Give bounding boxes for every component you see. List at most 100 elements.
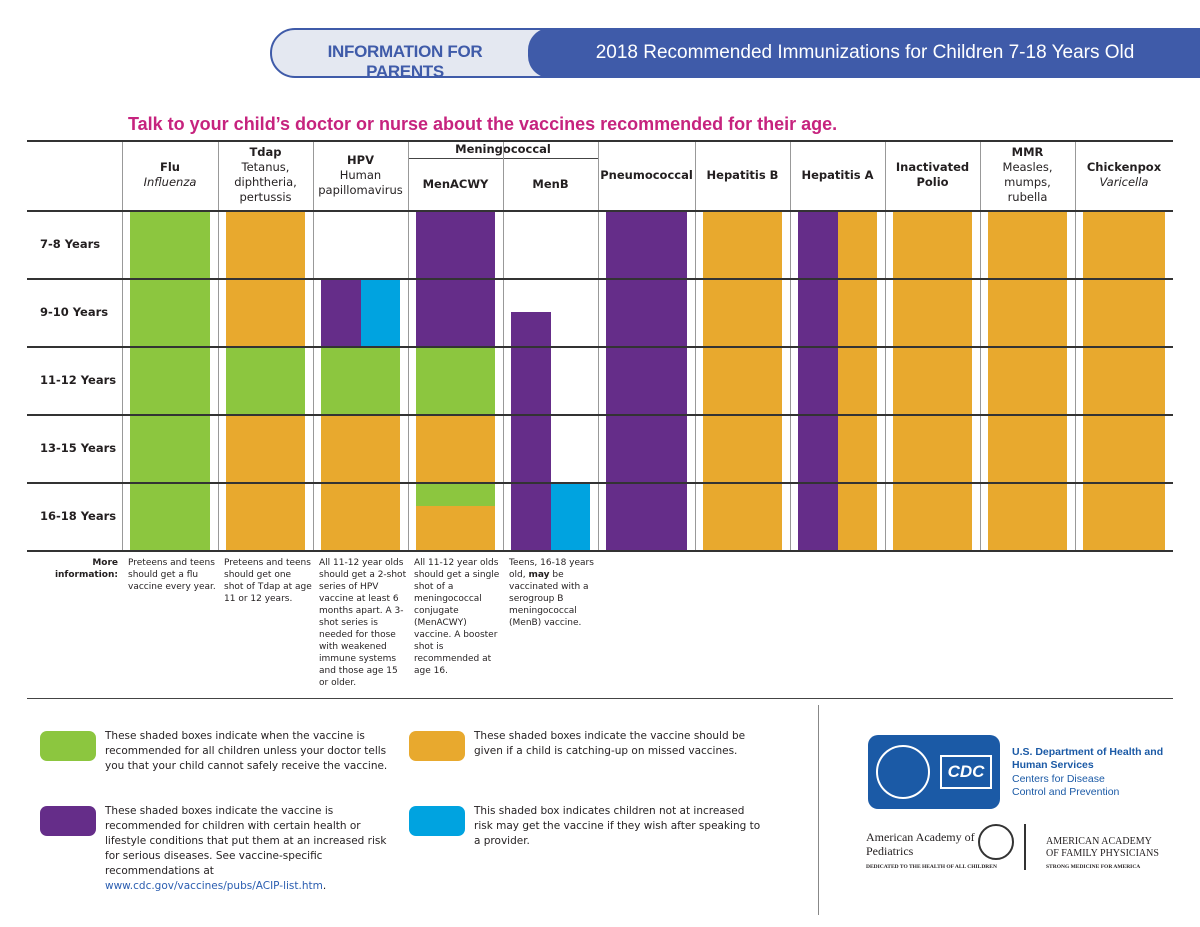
column-name: Inactivated Polio (895, 160, 970, 189)
shaded-box (360, 278, 400, 346)
shaded-box (606, 210, 687, 550)
shaded-box (511, 312, 551, 550)
row-label: 13-15 Years (40, 441, 117, 455)
row-label: 11-12 Years (40, 373, 117, 387)
note: All 11-12 year olds should get a single … (414, 557, 502, 677)
legend-swatch (40, 731, 96, 761)
subtitle: Talk to your child’s doctor or nurse abo… (128, 114, 838, 134)
row-line (27, 210, 1173, 212)
legend-text: These shaded boxes indicate the vaccine … (105, 804, 395, 894)
hhs-seal (876, 745, 930, 799)
column-name: MenACWY (422, 176, 489, 191)
column-line (1075, 140, 1076, 550)
shaded-box (130, 210, 210, 550)
legend-swatch (40, 806, 96, 836)
column-line (980, 140, 981, 550)
hhs-text: U.S. Department of Health and Human Serv… (1012, 746, 1164, 771)
column-header: Hepatitis B (695, 140, 790, 210)
shaded-box (226, 346, 305, 414)
column-sub: Human papillomavirus (318, 167, 403, 197)
note-text: All 11-12 year olds should get a single … (414, 558, 500, 676)
legend-text: This shaded box indicates children not a… (474, 804, 764, 849)
legend-text-part: These shaded boxes indicate when the vac… (105, 730, 388, 772)
note: Preteens and teens should get a flu vacc… (128, 557, 216, 593)
shaded-box (416, 505, 495, 550)
shaded-box (321, 278, 361, 346)
column-line (218, 140, 219, 550)
column-name: Tdap (249, 145, 282, 159)
shaded-box (416, 346, 495, 414)
shaded-box (550, 482, 590, 550)
column-line (313, 140, 314, 550)
column-header: Pneumococcal (598, 140, 695, 210)
legend-text: These shaded boxes indicate when the vac… (105, 729, 395, 774)
shaded-box (416, 482, 495, 506)
column-header: MenACWY (408, 158, 503, 210)
legend-text-part: These shaded boxes indicate the vaccine … (105, 805, 387, 877)
column-line (122, 140, 123, 550)
aap-seal (978, 824, 1014, 860)
column-header: Inactivated Polio (885, 140, 980, 210)
aafp-tagline: STRONG MEDICINE FOR AMERICA (1046, 864, 1141, 870)
row-line (27, 550, 1173, 552)
aafp-mark (1024, 824, 1034, 870)
column-line (408, 140, 409, 550)
note-text: All 11-12 year olds should get a 2-shot … (319, 558, 407, 688)
column-header: Tdap Tetanus, diphtheria, pertussis (218, 140, 313, 210)
aafp-text: AMERICAN ACADEMY OF FAMILY PHYSICIANS (1046, 836, 1159, 859)
note-text: Teens, 16-18 years old, (509, 558, 594, 580)
column-line (885, 140, 886, 550)
more-info-label: More information: (54, 558, 118, 580)
legend-link[interactable]: www.cdc.gov/vaccines/pubs/ACIP-list.htm (105, 880, 323, 892)
shaded-box (321, 346, 400, 414)
title: 2018 Recommended Immunizations for Child… (595, 42, 1135, 63)
row-line (27, 140, 1173, 142)
note-text: be vaccinated with a serogroup B meningo… (509, 570, 589, 628)
legend-text-part: These shaded boxes indicate the vaccine … (474, 730, 746, 757)
column-sub: Influenza (143, 175, 197, 189)
column-header: MMR Measles, mumps, rubella (980, 140, 1075, 210)
column-name: Hepatitis B (706, 167, 779, 182)
row-label: 9-10 Years (40, 305, 109, 319)
legend-text: These shaded boxes indicate the vaccine … (474, 729, 764, 759)
column-name: Hepatitis A (801, 167, 874, 182)
note-text: Preteens and teens should get one shot o… (224, 558, 312, 604)
column-name: Chickenpox (1086, 160, 1162, 174)
shaded-box (988, 210, 1067, 550)
tab (270, 28, 560, 78)
aap-text: American Academy of Pediatrics (866, 830, 975, 858)
note: Preteens and teens should get one shot o… (224, 557, 312, 605)
column-line (598, 140, 599, 550)
shaded-box (703, 210, 782, 550)
column-header: HPV Human papillomavirus (313, 140, 408, 210)
column-line (790, 140, 791, 550)
column-name: Flu (160, 160, 180, 174)
shaded-box (798, 210, 838, 550)
row-line (27, 346, 1173, 348)
shaded-box (416, 414, 495, 482)
divider (818, 705, 819, 915)
legend-swatch (409, 731, 465, 761)
cdc-text: Centers for Disease Control and Preventi… (1012, 773, 1120, 798)
shaded-box (1083, 210, 1165, 550)
column-name: Pneumococcal (600, 167, 693, 182)
column-line (695, 140, 696, 550)
divider (27, 698, 1173, 699)
cdc-logo: CDC (868, 735, 1000, 809)
row-label: 7-8 Years (40, 237, 101, 251)
note: All 11-12 year olds should get a 2-shot … (319, 557, 407, 689)
row-line (27, 278, 1173, 280)
column-name: MenB (532, 176, 569, 191)
column-sub: Varicella (1099, 175, 1149, 189)
column-header: Flu Influenza (122, 140, 218, 210)
title-bar (528, 28, 1200, 78)
row-line (27, 482, 1173, 484)
aap-tagline: DEDICATED TO THE HEALTH OF ALL CHILDREN (866, 864, 997, 870)
shaded-box (837, 210, 877, 550)
column-name: HPV (347, 152, 374, 167)
shaded-box (893, 210, 972, 550)
column-sub: Tetanus, diphtheria, pertussis (234, 160, 297, 204)
column-header: Chickenpox Varicella (1075, 140, 1173, 210)
legend-text-part: This shaded box indicates children not a… (474, 805, 761, 847)
